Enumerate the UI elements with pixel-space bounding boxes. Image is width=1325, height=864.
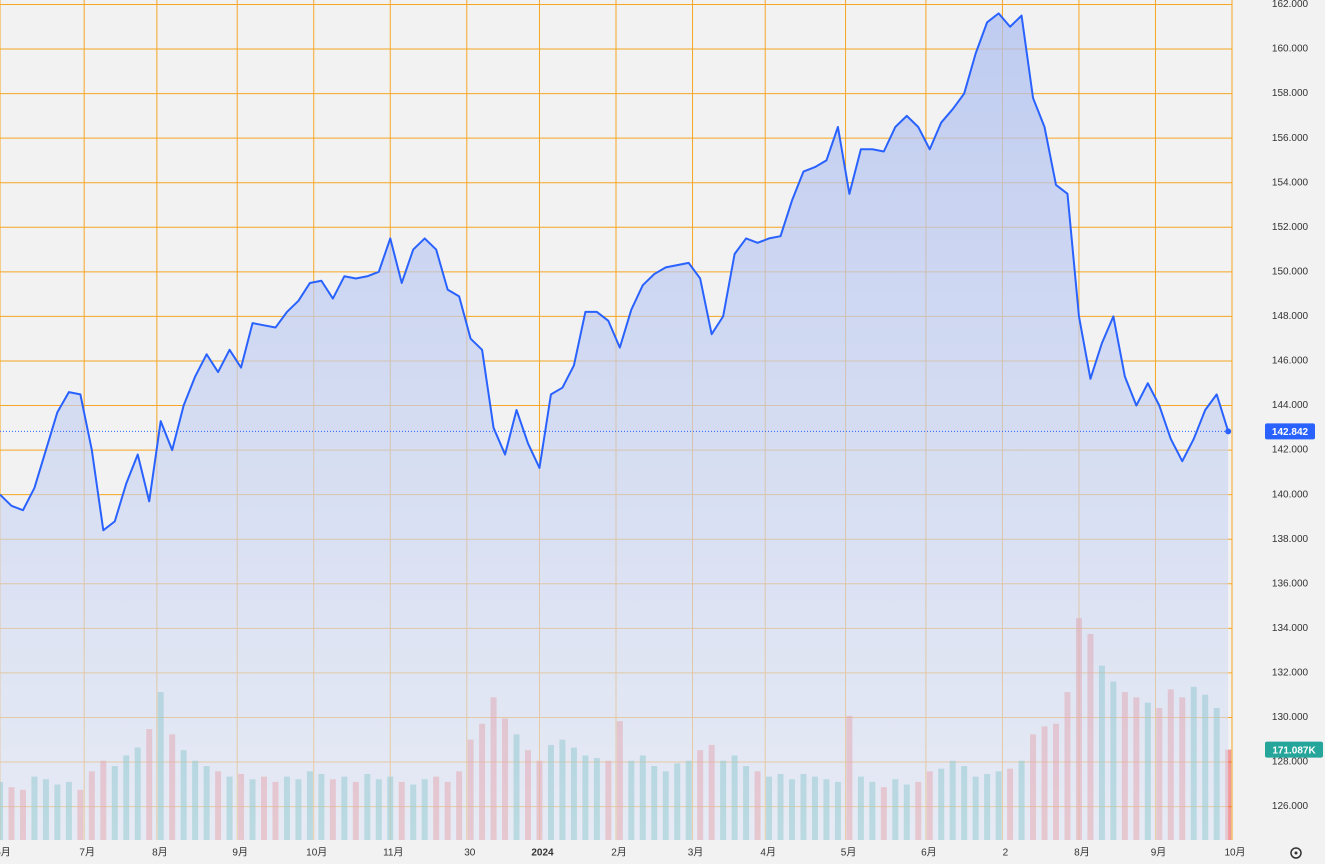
x-tick-label: 6月 — [921, 847, 937, 859]
x-tick-label: 10月 — [306, 847, 327, 859]
y-tick-label: 154.000 — [1272, 177, 1309, 188]
y-tick-label: 136.000 — [1272, 578, 1309, 589]
last-price-dot — [1225, 428, 1232, 435]
y-tick-label: 156.000 — [1272, 133, 1309, 144]
x-tick-label: 8月 — [152, 847, 168, 859]
y-tick-label: 162.000 — [1272, 0, 1309, 10]
x-tick-label: 2 — [1003, 848, 1009, 859]
y-tick-label: 144.000 — [1272, 400, 1309, 411]
y-tick-label: 134.000 — [1272, 623, 1309, 634]
y-tick-label: 146.000 — [1272, 356, 1309, 367]
x-tick-label: 2月 — [611, 847, 627, 859]
x-tick-label: 7月 — [79, 847, 95, 859]
x-tick-label: 30 — [464, 848, 476, 859]
settings-button[interactable] — [1290, 847, 1302, 859]
y-tick-label: 138.000 — [1272, 534, 1309, 545]
settings-icon-center[interactable] — [1294, 851, 1298, 855]
x-tick-label: 5月 — [841, 847, 857, 859]
y-tick-label: 126.000 — [1272, 801, 1309, 812]
y-tick-label: 158.000 — [1272, 88, 1309, 99]
volume-badge — [1265, 741, 1323, 758]
y-tick-label: 160.000 — [1272, 44, 1309, 55]
price-area — [0, 13, 1229, 840]
y-tick-label: 150.000 — [1272, 266, 1309, 277]
y-tick-label: 128.000 — [1272, 757, 1309, 768]
x-tick-label: 9月 — [1151, 847, 1167, 859]
last-price-label: 142.842 — [1272, 427, 1309, 438]
x-tick-label: 11月 — [383, 847, 403, 859]
y-tick-label: 148.000 — [1272, 311, 1309, 322]
y-tick-label: 152.000 — [1272, 222, 1309, 233]
y-tick-label: 132.000 — [1272, 668, 1309, 679]
settings-icon[interactable] — [1290, 847, 1302, 859]
price-line — [0, 12, 1230, 532]
x-tick-label: 9月 — [232, 847, 248, 859]
last-price-badge — [1265, 423, 1315, 440]
x-tick-label: 6月 — [0, 847, 11, 859]
volume-label: 171.087K — [1272, 745, 1316, 756]
y-tick-label: 130.000 — [1272, 712, 1309, 723]
y-tick-label: 140.000 — [1272, 489, 1309, 500]
y-tick-label: 142.000 — [1272, 445, 1309, 456]
x-tick-label: 8月 — [1074, 847, 1090, 859]
x-tick-label: 10月 — [1224, 847, 1245, 859]
x-tick-label: 2024 — [531, 848, 554, 859]
x-tick-label: 3月 — [688, 847, 704, 859]
x-tick-label: 4月 — [760, 847, 776, 859]
